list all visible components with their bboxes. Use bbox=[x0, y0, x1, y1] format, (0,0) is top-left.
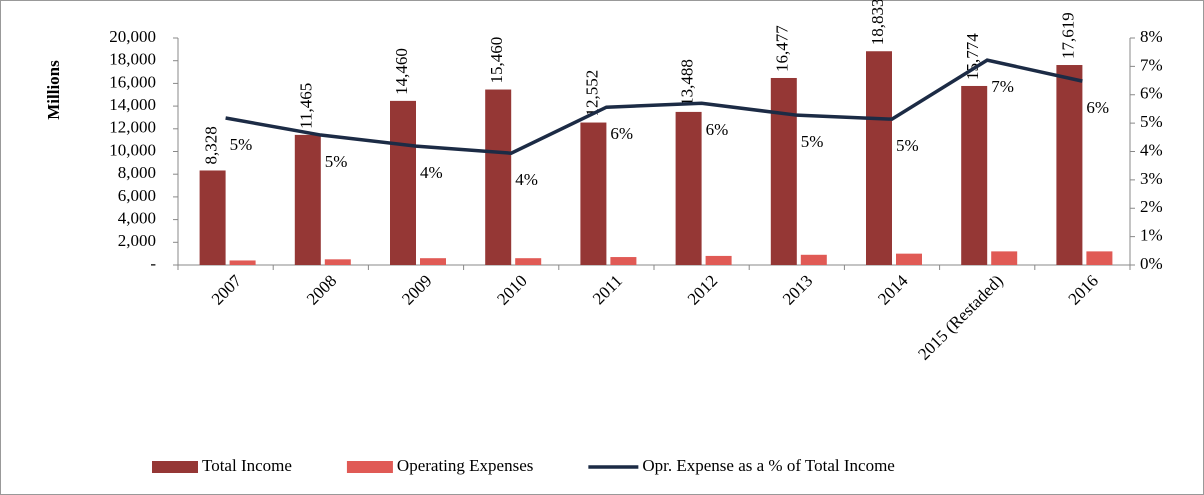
y2-tick-label: 4% bbox=[1140, 140, 1163, 159]
data-label: 15,460 bbox=[487, 37, 506, 84]
y-tick-label: 20,000 bbox=[109, 27, 156, 46]
data-label: 16,477 bbox=[773, 25, 792, 72]
bar bbox=[770, 77, 797, 265]
bar bbox=[675, 111, 702, 266]
data-label: 14,460 bbox=[392, 48, 411, 95]
data-label: 18,833 bbox=[868, 0, 887, 45]
legend-swatch bbox=[346, 461, 393, 473]
y2-tick-label: 1% bbox=[1140, 226, 1163, 245]
y2-tick-label: 5% bbox=[1140, 112, 1163, 131]
y-tick-label: 6,000 bbox=[118, 186, 156, 205]
data-label: 13,488 bbox=[678, 59, 697, 106]
y-tick-label: 14,000 bbox=[109, 95, 156, 114]
y2-tick-label: 3% bbox=[1140, 169, 1163, 188]
data-label: 6% bbox=[610, 124, 633, 143]
data-label: 7% bbox=[991, 77, 1014, 96]
bar bbox=[1086, 251, 1113, 265]
legend-swatch bbox=[152, 461, 198, 473]
bar bbox=[896, 253, 922, 265]
data-label: 8,328 bbox=[202, 126, 221, 164]
bar bbox=[610, 257, 637, 265]
bar bbox=[485, 89, 512, 266]
y-tick-label: 12,000 bbox=[109, 118, 156, 137]
data-label: 6% bbox=[1086, 98, 1109, 117]
line bbox=[225, 58, 1083, 155]
bar bbox=[1056, 65, 1083, 265]
bar bbox=[580, 122, 607, 266]
y-tick-label: 18,000 bbox=[109, 50, 156, 69]
bar bbox=[866, 51, 892, 265]
y2-tick-label: 2% bbox=[1140, 197, 1163, 216]
y2-tick-label: 0% bbox=[1140, 254, 1163, 273]
data-label: 5% bbox=[801, 132, 824, 151]
y-tick-label: 8,000 bbox=[118, 163, 156, 182]
legend-label: Total Income bbox=[202, 456, 292, 475]
y2-tick-label: 7% bbox=[1140, 55, 1163, 74]
bar bbox=[991, 251, 1018, 265]
bar bbox=[229, 260, 256, 265]
bar bbox=[705, 255, 732, 265]
bar bbox=[199, 170, 226, 265]
y-tick-label: 4,000 bbox=[118, 209, 156, 228]
y-tick-label: 2,000 bbox=[118, 231, 156, 250]
legend-label: Opr. Expense as a % of Total Income bbox=[642, 456, 894, 475]
bar bbox=[390, 100, 416, 265]
data-label: 5% bbox=[325, 152, 348, 171]
data-label: 4% bbox=[420, 163, 443, 182]
data-label: 11,465 bbox=[297, 83, 316, 129]
data-label: 5% bbox=[896, 136, 919, 155]
bar bbox=[800, 254, 827, 265]
y-tick-label: 10,000 bbox=[109, 140, 156, 159]
legend-label: Operating Expenses bbox=[397, 456, 533, 475]
data-label: 5% bbox=[230, 135, 253, 154]
y-axis-label: Millions bbox=[44, 60, 63, 120]
bar bbox=[294, 134, 321, 265]
y-tick-label: - bbox=[150, 254, 156, 273]
data-label: 12,552 bbox=[582, 70, 601, 117]
data-label: 4% bbox=[515, 170, 538, 189]
y2-tick-label: 8% bbox=[1140, 27, 1163, 46]
y-tick-label: 16,000 bbox=[109, 72, 156, 91]
data-label: 17,619 bbox=[1058, 12, 1077, 59]
bar bbox=[420, 258, 446, 265]
bar bbox=[324, 259, 351, 265]
data-label: 6% bbox=[706, 120, 729, 139]
bar bbox=[515, 258, 542, 265]
y2-tick-label: 6% bbox=[1140, 84, 1163, 103]
bar bbox=[961, 85, 988, 265]
